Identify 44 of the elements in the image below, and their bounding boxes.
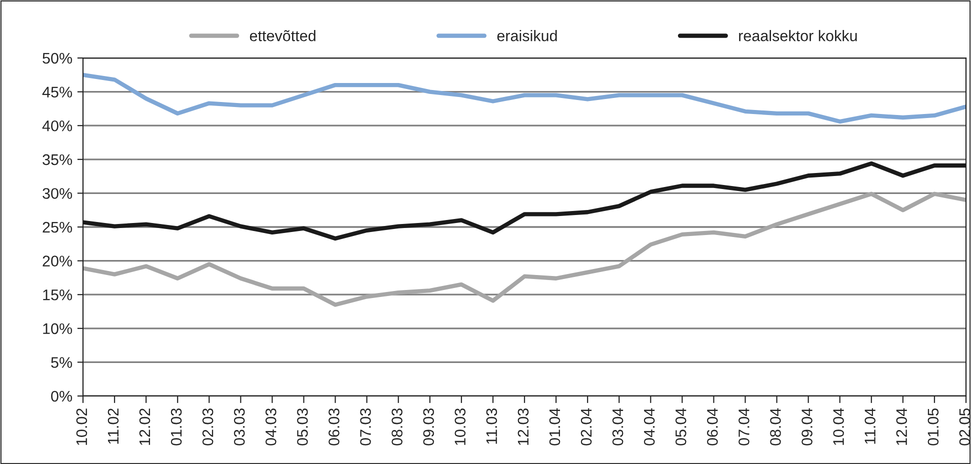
- x-tick-label: 10.03: [454, 408, 466, 445]
- y-tick-label: 40%: [42, 120, 72, 132]
- line-series: [83, 192, 966, 307]
- x-tick-label: 09.04: [802, 408, 812, 446]
- y-tick-label: 5%: [51, 357, 72, 368]
- x-tick-label: 01.05: [928, 408, 939, 446]
- x-tick-label: 06.03: [328, 408, 340, 446]
- x-tick-label: 11.03: [486, 408, 498, 444]
- x-tick-label: 02.03: [202, 408, 214, 446]
- y-tick-label: 15%: [43, 290, 72, 300]
- x-tick-label: 11.04: [864, 408, 876, 444]
- y-tick-label: 35%: [42, 154, 72, 166]
- legend-label: eraisikud: [497, 30, 557, 42]
- x-tick-label: 06.04: [706, 408, 718, 446]
- y-tick-label: 45%: [42, 86, 72, 98]
- line-series: [83, 72, 966, 124]
- x-tick-label: 07.03: [360, 408, 371, 446]
- y-tick-label: 25%: [42, 222, 72, 233]
- x-tick-label: 11.02: [108, 408, 119, 444]
- x-tick-label: 02.04: [580, 408, 592, 446]
- x-tick-label: 08.04: [770, 408, 781, 446]
- x-tick-label: 05.03: [297, 408, 308, 446]
- x-tick-label: 01.03: [170, 408, 182, 446]
- x-tick-label: 12.02: [139, 408, 150, 445]
- x-tick-label: 03.03: [234, 408, 245, 446]
- legend-label: ettevõtted: [250, 30, 316, 42]
- x-tick-label: 10.04: [833, 408, 844, 445]
- x-tick-label: 04.04: [644, 408, 655, 446]
- x-tick-label: 01.04: [549, 408, 560, 446]
- x-tick-label: 05.04: [675, 408, 686, 446]
- x-tick-label: 08.03: [392, 408, 402, 446]
- legend-label: reaalsektor kokku: [739, 30, 857, 42]
- x-tick-label: 07.04: [738, 408, 750, 446]
- y-tick-label: 30%: [42, 188, 72, 199]
- y-tick-label: 50%: [42, 52, 72, 64]
- x-tick-label: 04.03: [265, 408, 276, 446]
- x-tick-label: 09.03: [423, 408, 434, 446]
- x-tick-label: 12.03: [518, 408, 529, 445]
- y-tick-label: 0%: [51, 390, 72, 402]
- y-tick-label: 20%: [42, 256, 72, 266]
- x-tick-label: 03.04: [612, 408, 624, 446]
- x-tick-label: 10.02: [76, 408, 88, 445]
- y-tick-label: 10%: [43, 323, 72, 334]
- x-tick-label: 12.04: [896, 408, 908, 445]
